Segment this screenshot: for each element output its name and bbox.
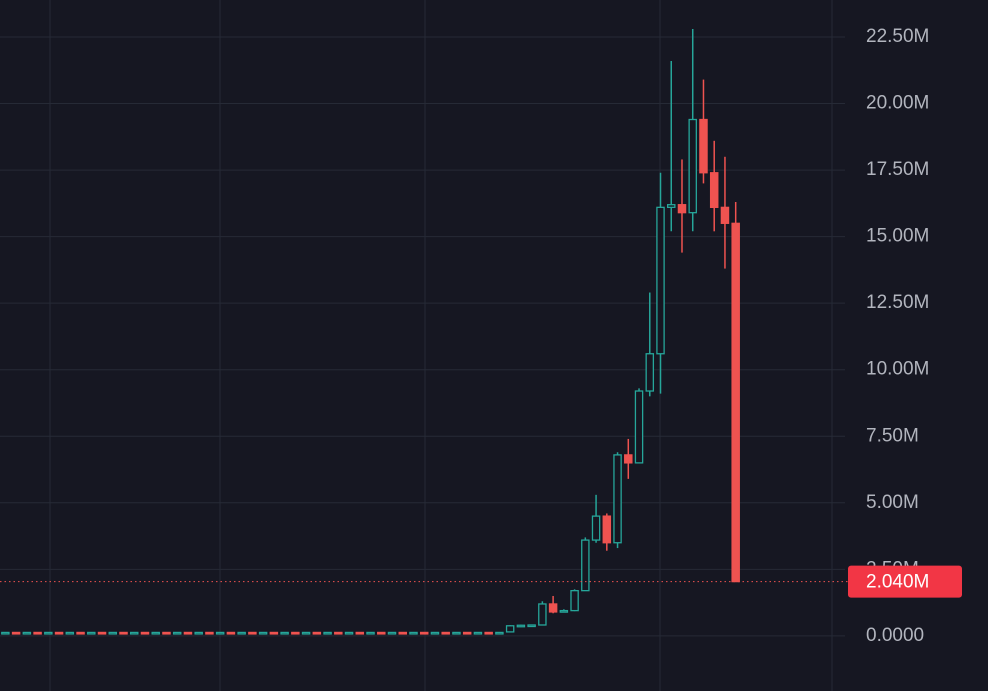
candle-body xyxy=(151,631,160,635)
candle-body xyxy=(54,631,64,635)
candle-body xyxy=(484,631,493,635)
candle-body xyxy=(645,353,655,392)
candle-body xyxy=(452,631,461,635)
last-price-box xyxy=(848,565,962,598)
y-tick-label: 0.0000 xyxy=(866,625,924,646)
candle-body xyxy=(602,515,612,544)
candle-body xyxy=(237,631,246,635)
candle-body xyxy=(108,631,118,635)
candle-body xyxy=(194,631,203,635)
candle-body xyxy=(591,515,601,541)
candle-body xyxy=(280,631,289,635)
candle-body xyxy=(1,631,10,635)
candle-body xyxy=(183,631,193,635)
candle-body xyxy=(140,631,150,635)
candle-body xyxy=(65,631,75,635)
candle-body xyxy=(87,631,96,635)
candle-body xyxy=(688,118,697,214)
candle-body xyxy=(22,631,32,635)
candle-body xyxy=(516,624,526,628)
candle-body xyxy=(570,590,579,612)
candle-body xyxy=(613,454,622,544)
candle-body xyxy=(398,631,407,635)
candle-body xyxy=(172,631,182,635)
candle-body xyxy=(581,539,590,592)
candle-body xyxy=(699,118,708,174)
candle-body xyxy=(205,631,214,635)
candle-body xyxy=(677,204,687,214)
candle-body xyxy=(720,206,730,224)
candle-body xyxy=(634,390,644,464)
candle-body xyxy=(409,631,418,635)
y-tick-label: 10.00M xyxy=(866,359,929,380)
candle-body xyxy=(538,603,547,626)
last-price-label: 2.040M xyxy=(866,572,929,593)
y-tick-label: 12.50M xyxy=(866,292,929,313)
candle-body xyxy=(44,631,53,635)
candle-body xyxy=(33,631,42,635)
candle-body xyxy=(248,631,257,635)
candle-body xyxy=(430,631,440,635)
candle-body xyxy=(377,631,386,635)
candle-body xyxy=(129,631,139,635)
y-tick-label: 15.00M xyxy=(866,226,929,247)
candle-body xyxy=(559,609,569,613)
candle-body xyxy=(11,631,21,635)
candle-body xyxy=(323,631,332,635)
candle-body xyxy=(301,631,311,635)
y-tick-label: 22.50M xyxy=(866,26,929,47)
candle-body xyxy=(548,603,558,613)
candle-body xyxy=(226,631,236,635)
candle-body xyxy=(291,631,300,635)
candle-body xyxy=(76,631,85,635)
candle-body xyxy=(162,631,171,635)
candle-body xyxy=(344,631,354,635)
y-tick-label: 5.00M xyxy=(866,492,919,513)
candle-body xyxy=(334,631,343,635)
candle-body xyxy=(269,631,279,635)
candle-body xyxy=(441,631,450,635)
y-tick-label: 17.50M xyxy=(866,159,929,180)
candle-body xyxy=(473,631,483,635)
candle-body xyxy=(387,631,397,635)
candle-body xyxy=(462,631,472,635)
candle-body xyxy=(119,631,128,635)
y-tick-label: 7.50M xyxy=(866,425,919,446)
candle-body xyxy=(97,631,107,635)
candle-body xyxy=(495,631,504,635)
candle-body xyxy=(258,631,268,635)
candle-body xyxy=(312,631,322,635)
candle-body xyxy=(527,624,536,628)
candle-body xyxy=(624,454,633,464)
candle-body xyxy=(709,172,719,209)
candle-body xyxy=(355,631,365,635)
candle-body xyxy=(366,631,375,635)
candle-body xyxy=(656,206,665,355)
candle-body xyxy=(215,631,225,635)
candle-body xyxy=(667,204,676,209)
candle-body xyxy=(731,222,740,583)
candle-body xyxy=(505,625,515,633)
y-tick-label: 20.00M xyxy=(866,93,929,114)
candle-body xyxy=(419,631,429,635)
